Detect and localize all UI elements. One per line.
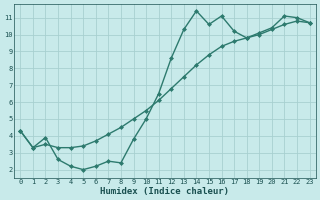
X-axis label: Humidex (Indice chaleur): Humidex (Indice chaleur) <box>100 187 229 196</box>
